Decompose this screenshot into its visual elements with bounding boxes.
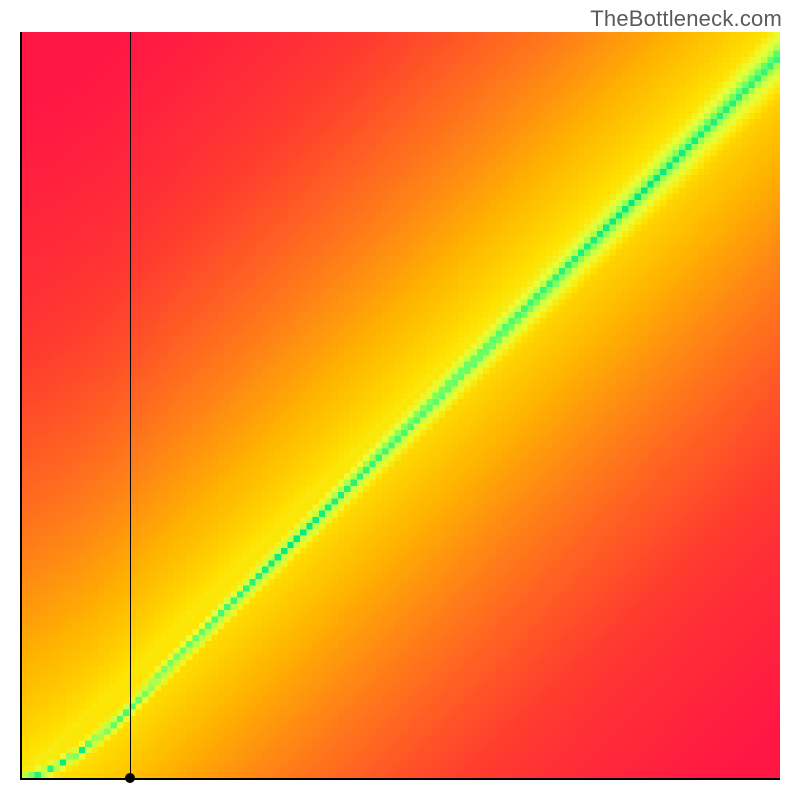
heatmap-canvas bbox=[22, 32, 780, 778]
heatmap-area bbox=[22, 32, 780, 778]
watermark-text: TheBottleneck.com bbox=[590, 6, 782, 32]
crosshair-marker-dot bbox=[125, 773, 135, 783]
plot-frame bbox=[20, 32, 780, 780]
crosshair-vertical-line bbox=[130, 32, 131, 778]
